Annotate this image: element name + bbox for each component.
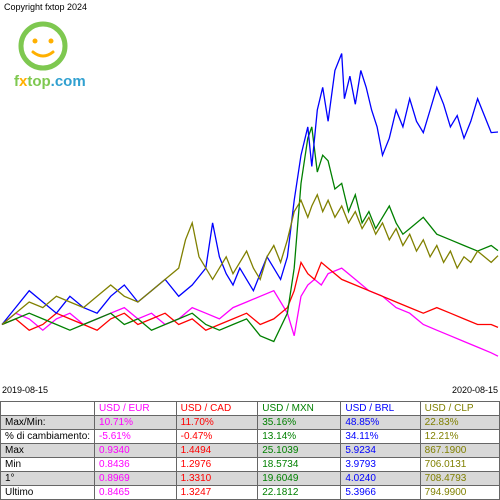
xaxis-start-label: 2019-08-15 (2, 385, 48, 395)
line-chart (0, 0, 500, 395)
table-cell: 25.1039 (258, 444, 341, 458)
table-cell: 11.70% (176, 416, 258, 430)
table-cell: 1.3247 (176, 486, 258, 500)
table-cell: 0.9340 (95, 444, 177, 458)
table-cell: 12.21% (420, 430, 499, 444)
table-cell: 13.14% (258, 430, 341, 444)
table-cell: 10.71% (95, 416, 177, 430)
xaxis-end-label: 2020-08-15 (452, 385, 498, 395)
table-cell: 1.3310 (176, 472, 258, 486)
table-cell: 1.4494 (176, 444, 258, 458)
table-cell: 0.8969 (95, 472, 177, 486)
table-cell: 48.85% (341, 416, 420, 430)
table-header: USD / CLP (420, 402, 499, 416)
table-header: USD / EUR (95, 402, 177, 416)
row-label: 1° (1, 472, 95, 486)
table-cell: 1.2976 (176, 458, 258, 472)
row-label: Ultimo (1, 486, 95, 500)
table-cell: 0.8465 (95, 486, 177, 500)
table-cell: 22.1812 (258, 486, 341, 500)
table-cell: 794.9900 (420, 486, 499, 500)
table-cell: 5.3966 (341, 486, 420, 500)
row-label: Max (1, 444, 95, 458)
table-cell: 867.1900 (420, 444, 499, 458)
table-header: USD / BRL (341, 402, 420, 416)
table-header (1, 402, 95, 416)
table-cell: 0.8436 (95, 458, 177, 472)
table-cell: 3.9793 (341, 458, 420, 472)
table-cell: -0.47% (176, 430, 258, 444)
table-cell: -5.61% (95, 430, 177, 444)
table-cell: 35.16% (258, 416, 341, 430)
table-cell: 706.0131 (420, 458, 499, 472)
table-header: USD / MXN (258, 402, 341, 416)
table-header: USD / CAD (176, 402, 258, 416)
row-label: Max/Min: (1, 416, 95, 430)
stats-table: USD / EURUSD / CADUSD / MXNUSD / BRLUSD … (0, 401, 500, 500)
row-label: % di cambiamento: (1, 430, 95, 444)
table-cell: 34.11% (341, 430, 420, 444)
row-label: Min (1, 458, 95, 472)
table-cell: 5.9234 (341, 444, 420, 458)
table-cell: 708.4793 (420, 472, 499, 486)
table-cell: 22.83% (420, 416, 499, 430)
table-cell: 4.0240 (341, 472, 420, 486)
table-cell: 18.5734 (258, 458, 341, 472)
table-cell: 19.6049 (258, 472, 341, 486)
